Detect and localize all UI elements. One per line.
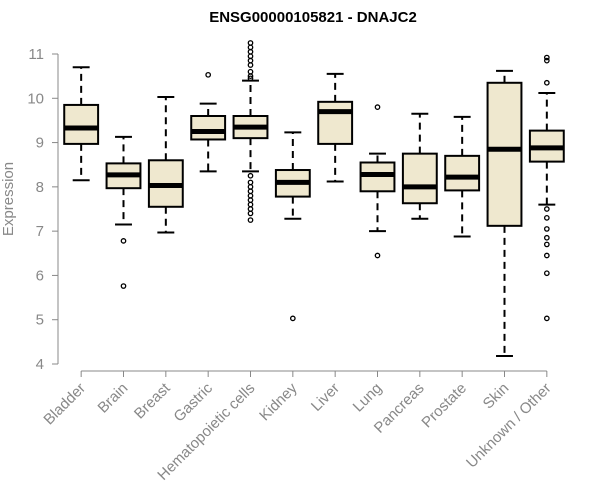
box-series	[63, 40, 565, 358]
iqr-box	[401, 152, 438, 205]
y-tick-label: 8	[36, 179, 44, 196]
y-tick-label: 4	[36, 356, 44, 373]
box-group	[359, 104, 396, 259]
x-tick-label: Brain	[95, 380, 132, 417]
x-tick-label: Lung	[350, 380, 386, 416]
outlier-point	[543, 234, 550, 241]
y-tick-label: 10	[27, 90, 44, 107]
outlier-point	[247, 68, 254, 75]
outlier-point	[120, 238, 127, 244]
outlier-point	[543, 57, 550, 64]
x-tick-label: Skin	[480, 380, 513, 413]
y-tick-label: 9	[36, 135, 44, 152]
outlier-point	[247, 57, 254, 64]
y-axis-label: Expression	[0, 162, 17, 236]
outlier-point	[543, 215, 550, 221]
box-group	[486, 69, 523, 358]
outlier-point	[289, 315, 296, 322]
box-group	[444, 115, 481, 238]
outlier-point	[543, 226, 550, 232]
box-group	[274, 131, 311, 322]
box-group	[528, 54, 565, 322]
outlier-point	[247, 44, 254, 51]
outlier-point	[543, 206, 550, 212]
outlier-point	[543, 252, 550, 259]
outlier-point	[247, 192, 254, 199]
outlier-point	[543, 79, 550, 86]
box-group	[232, 40, 269, 223]
outlier-point	[247, 179, 254, 186]
y-axis: 4 5 6 7 8 9 10 11	[27, 46, 59, 373]
outlier-point	[374, 252, 381, 259]
iqr-box	[486, 81, 523, 227]
iqr-box	[63, 103, 100, 145]
box-group	[190, 71, 227, 173]
outlier-point	[543, 270, 550, 277]
iqr-box	[190, 115, 227, 141]
x-tick-label: Prostate	[418, 380, 470, 432]
outlier-point	[205, 71, 212, 78]
outlier-point	[247, 40, 254, 46]
x-tick-label: Liver	[308, 380, 343, 415]
outlier-point	[247, 210, 254, 217]
outlier-point	[543, 54, 550, 61]
outlier-point	[247, 206, 254, 212]
outlier-point	[247, 172, 254, 179]
outlier-point	[543, 315, 550, 322]
x-tick-label: Bladder	[40, 380, 89, 429]
outlier-point	[247, 197, 254, 203]
iqr-box	[317, 100, 354, 145]
y-tick-label: 11	[28, 46, 44, 63]
outlier-point	[374, 104, 381, 110]
outlier-point	[247, 73, 254, 79]
outlier-point	[247, 184, 254, 190]
iqr-box	[444, 154, 481, 192]
outlier-point	[543, 241, 550, 248]
y-tick-label: 5	[36, 312, 44, 329]
box-group	[317, 72, 354, 183]
box-group	[63, 66, 100, 182]
box-group	[401, 112, 438, 220]
outlier-point	[247, 188, 254, 195]
x-tick-label: Breast	[131, 379, 174, 422]
x-tick-label: Kidney	[256, 379, 301, 424]
y-tick-label: 7	[36, 223, 44, 240]
outlier-point	[247, 75, 254, 82]
chart-title: ENSG00000105821 - DNAJC2	[209, 9, 417, 26]
box-group	[147, 95, 184, 234]
outlier-point	[120, 283, 127, 289]
box-group	[105, 135, 142, 289]
outlier-point	[247, 48, 254, 55]
outlier-point	[247, 53, 254, 60]
outlier-point	[247, 201, 254, 208]
outlier-point	[247, 217, 254, 223]
outlier-point	[247, 62, 254, 68]
y-tick-label: 6	[36, 267, 44, 284]
